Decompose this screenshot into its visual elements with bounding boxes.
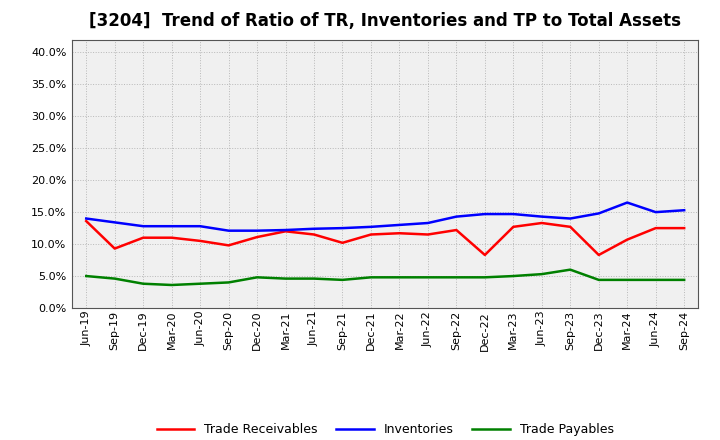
Trade Payables — [282, 276, 290, 281]
Trade Receivables — [196, 238, 204, 244]
Inventories — [395, 222, 404, 227]
Inventories — [509, 211, 518, 216]
Trade Payables — [110, 276, 119, 281]
Trade Payables — [253, 275, 261, 280]
Trade Payables — [452, 275, 461, 280]
Trade Receivables — [82, 218, 91, 224]
Inventories — [566, 216, 575, 221]
Line: Trade Payables: Trade Payables — [86, 270, 684, 285]
Legend: Trade Receivables, Inventories, Trade Payables: Trade Receivables, Inventories, Trade Pa… — [151, 418, 619, 440]
Trade Payables — [167, 282, 176, 288]
Trade Receivables — [253, 235, 261, 240]
Trade Payables — [680, 277, 688, 282]
Trade Receivables — [595, 252, 603, 257]
Trade Payables — [338, 277, 347, 282]
Trade Receivables — [395, 231, 404, 236]
Trade Receivables — [225, 243, 233, 248]
Trade Receivables — [338, 240, 347, 246]
Trade Payables — [395, 275, 404, 280]
Inventories — [652, 209, 660, 215]
Inventories — [423, 220, 432, 226]
Trade Payables — [480, 275, 489, 280]
Trade Receivables — [139, 235, 148, 240]
Trade Receivables — [480, 252, 489, 257]
Inventories — [253, 228, 261, 233]
Inventories — [196, 224, 204, 229]
Line: Inventories: Inventories — [86, 202, 684, 231]
Line: Trade Receivables: Trade Receivables — [86, 221, 684, 255]
Trade Receivables — [423, 232, 432, 237]
Inventories — [623, 200, 631, 205]
Inventories — [480, 211, 489, 216]
Trade Receivables — [566, 224, 575, 230]
Trade Receivables — [680, 225, 688, 231]
Trade Payables — [366, 275, 375, 280]
Trade Payables — [196, 281, 204, 286]
Trade Payables — [423, 275, 432, 280]
Inventories — [366, 224, 375, 230]
Trade Receivables — [366, 232, 375, 237]
Inventories — [338, 225, 347, 231]
Trade Receivables — [537, 220, 546, 226]
Inventories — [537, 214, 546, 219]
Trade Receivables — [310, 232, 318, 237]
Inventories — [452, 214, 461, 219]
Inventories — [82, 216, 91, 221]
Trade Receivables — [452, 227, 461, 233]
Trade Payables — [225, 280, 233, 285]
Trade Receivables — [282, 229, 290, 234]
Trade Payables — [509, 273, 518, 279]
Title: [3204]  Trend of Ratio of TR, Inventories and TP to Total Assets: [3204] Trend of Ratio of TR, Inventories… — [89, 12, 681, 30]
Inventories — [167, 224, 176, 229]
Trade Payables — [537, 271, 546, 277]
Trade Receivables — [167, 235, 176, 240]
Inventories — [680, 208, 688, 213]
Trade Payables — [595, 277, 603, 282]
Trade Payables — [82, 273, 91, 279]
Trade Receivables — [509, 224, 518, 230]
Trade Receivables — [652, 225, 660, 231]
Inventories — [282, 227, 290, 233]
Inventories — [595, 211, 603, 216]
Trade Receivables — [623, 237, 631, 242]
Inventories — [139, 224, 148, 229]
Trade Receivables — [110, 246, 119, 251]
Trade Payables — [139, 281, 148, 286]
Trade Payables — [652, 277, 660, 282]
Trade Payables — [310, 276, 318, 281]
Inventories — [225, 228, 233, 233]
Trade Payables — [566, 267, 575, 272]
Trade Payables — [623, 277, 631, 282]
Inventories — [310, 226, 318, 231]
Inventories — [110, 220, 119, 225]
